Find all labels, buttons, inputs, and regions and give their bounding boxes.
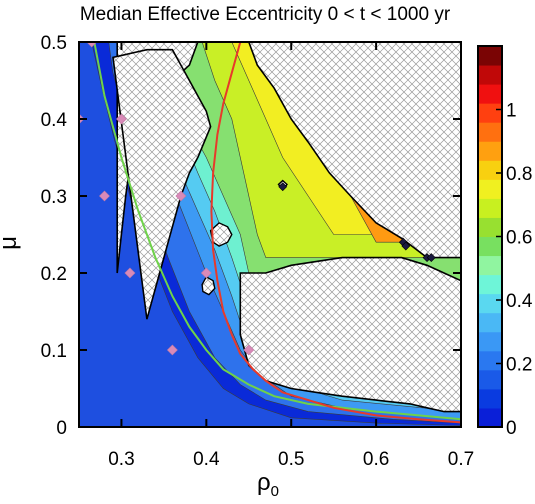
x-axis-label: ρ0 [257,469,279,500]
colorbar-tick-label: 1 [506,101,517,122]
green-curve [93,42,461,421]
y-tick-label: 0.1 [41,341,67,362]
x-tick-label: 0.3 [108,449,134,470]
diamond-marker [99,190,110,202]
colorbar-swatch [478,331,502,352]
y-tick-label: 0 [56,418,67,439]
x-tick-label: 0.4 [193,449,220,470]
y-axis-label: μ [0,236,22,250]
dark-point [401,241,411,251]
colorbar-swatch [478,141,502,161]
x-axis-label-main: ρ [257,469,271,496]
diamond-marker [86,42,98,48]
y-tick-label: 0.3 [41,187,67,208]
diamond-marker [116,113,127,125]
colorbar-swatch [478,369,502,390]
colorbar-tick-label: 0 [506,418,517,439]
colorbar-tick-label: 0.6 [506,228,532,249]
masked-island [209,222,233,247]
masked-region [112,48,212,320]
x-tick-label: 0.5 [278,449,304,470]
colorbar-tick-label: 0.2 [506,355,532,376]
colorbar-swatch [478,217,502,237]
colorbar-tick-label: 0.4 [506,291,533,312]
colorbar-tick-label: 0.8 [506,164,532,185]
red-curve [210,42,461,424]
x-tick-label: 0.7 [448,449,474,470]
plot-frame [78,41,462,428]
colorbar-swatch [478,46,502,66]
colorbar-swatch [478,198,502,218]
plot-area [79,42,461,427]
colorbar: 0 0.2 0.4 0.6 0.8 1 [477,45,533,439]
diamond-marker [175,190,187,202]
chart-title: Median Effective Eccentricity 0 < t < 10… [80,4,451,25]
x-axis-label-subscript: 0 [271,483,279,500]
y-tick-label: 0.5 [41,33,67,54]
diamond-marker [243,344,255,356]
colorbar-swatch [478,293,502,314]
colorbar-swatch [478,350,502,371]
x-axis: 0.3 0.4 0.5 0.6 0.7 [108,42,474,470]
y-axis: 0 0.1 0.2 0.3 0.4 0.5 [41,33,461,439]
colorbar-swatch [478,255,502,276]
colorbar-swatch [478,160,502,180]
diamond-marker [124,267,136,279]
colorbar-swatch [478,65,502,85]
dark-point [278,182,288,192]
dark-point [426,253,436,263]
y-tick-label: 0.2 [41,264,67,285]
y-tick-label: 0.4 [41,110,68,131]
x-tick-label: 0.6 [363,449,389,470]
colorbar-swatch [478,122,502,142]
colorbar-swatch [478,236,502,257]
colorbar-swatch [478,274,502,295]
colorbar-swatch [478,84,502,104]
colorbar-swatch [478,179,502,199]
colorbar-swatch [478,103,502,123]
diamond-marker [200,267,212,279]
colorbar-swatch [478,312,502,333]
diamond-marker [166,344,178,356]
colorbar-swatch [478,407,502,428]
colorbar-swatch [478,388,502,409]
